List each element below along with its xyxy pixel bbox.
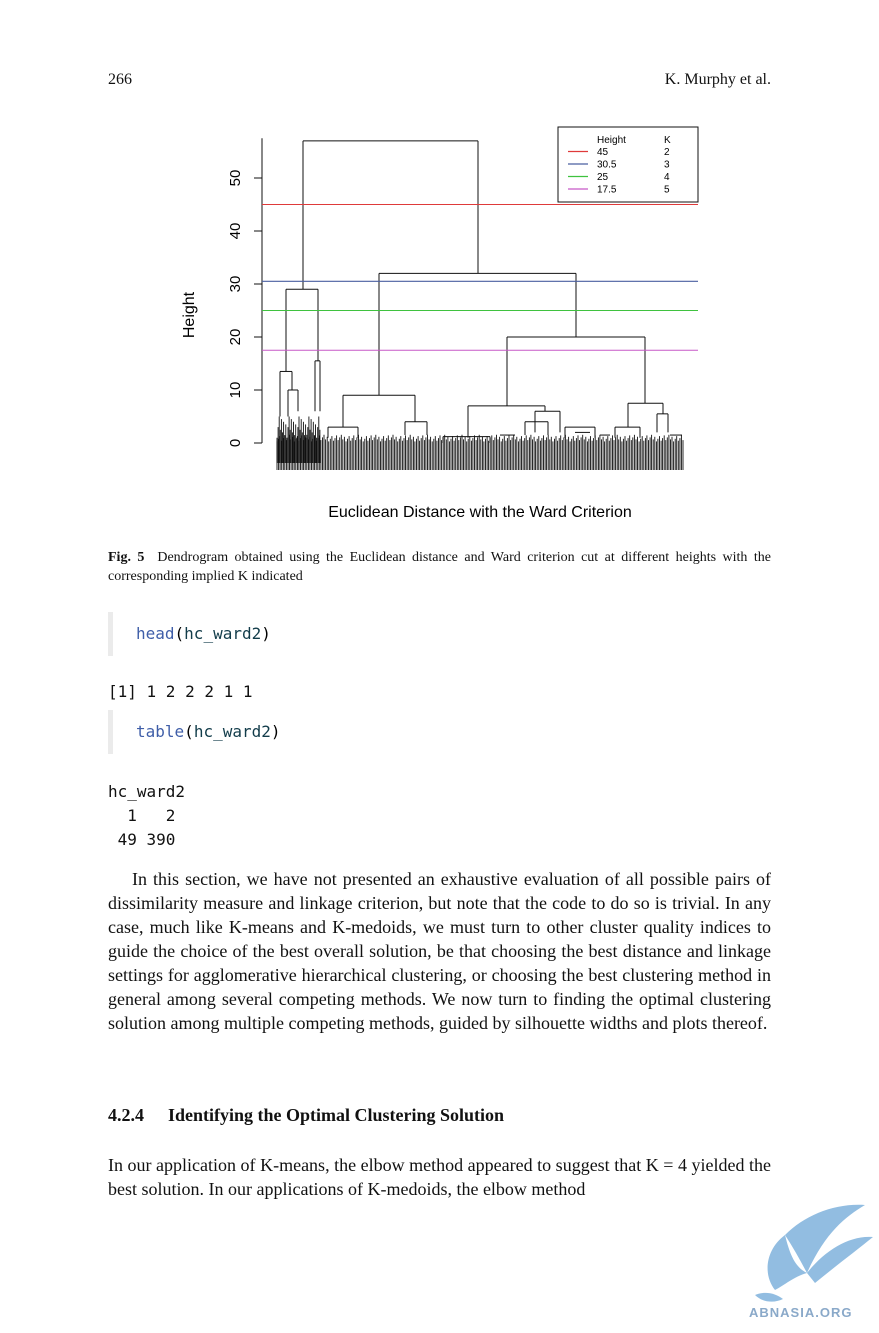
- code-function: head: [136, 624, 175, 643]
- page-number: 266: [108, 71, 132, 88]
- y-axis: 0 10 20 30 40 50: [227, 138, 263, 447]
- code-argument: hc_ward2: [193, 722, 271, 741]
- legend-k-value: 4: [664, 172, 670, 183]
- figure-caption-text: Dendrogram obtained using the Euclidean …: [108, 550, 771, 584]
- output-head: [1] 1 2 2 2 1 1: [108, 682, 253, 701]
- code-block-head: head(hc_ward2): [108, 612, 408, 656]
- section-number: 4.2.4: [108, 1105, 144, 1125]
- legend-k-value: 2: [664, 147, 670, 158]
- watermark-logo: ABNASIA.ORG: [745, 1195, 877, 1325]
- legend-header-height: Height: [597, 135, 626, 146]
- legend-header-k: K: [664, 135, 671, 146]
- dendrogram-figure: 0 10 20 30 40 50 Height Height K 45 2 30.5 3 25 4 1…: [170, 115, 710, 535]
- body-paragraph-1: In this section, we have not presented a…: [108, 869, 771, 1033]
- legend-k-value: 5: [664, 185, 670, 196]
- legend-height-value: 17.5: [597, 185, 617, 196]
- y-tick-label: 30: [227, 276, 244, 293]
- watermark-text: ABNASIA.ORG: [749, 1305, 852, 1320]
- y-tick-label: 40: [227, 223, 244, 240]
- section-heading: 4.2.4 Identifying the Optimal Clustering …: [108, 1105, 504, 1126]
- body-paragraph-2: In our application of K-means, the elbow…: [108, 1155, 771, 1199]
- code-block-table: table(hc_ward2): [108, 710, 408, 754]
- legend-height-value: 25: [597, 172, 609, 183]
- code-argument: hc_ward2: [184, 624, 262, 643]
- output-table-levels: 1 2: [108, 806, 176, 825]
- y-tick-label: 10: [227, 382, 244, 399]
- figure-label: Fig. 5: [108, 550, 145, 565]
- y-tick-label: 20: [227, 329, 244, 346]
- y-tick-label: 50: [227, 170, 244, 187]
- cut-lines: [262, 203, 698, 351]
- running-header-author: K. Murphy et al.: [664, 71, 771, 88]
- dendrogram-leaves: [276, 416, 684, 470]
- y-axis-label: Height: [181, 291, 198, 338]
- legend-height-value: 45: [597, 147, 609, 158]
- code-function: table: [136, 722, 185, 741]
- dendrogram-chart: 0 10 20 30 40 50 Height Height K 45 2 30.5 3 25 4 1…: [181, 126, 699, 521]
- output-table-name: hc_ward2: [108, 782, 186, 801]
- chart-title: Euclidean Distance with the Ward Criteri…: [328, 504, 632, 521]
- legend-k-value: 3: [664, 160, 670, 171]
- output-table-counts: 49 390: [108, 830, 176, 849]
- dendrogram-tree: [279, 140, 682, 443]
- chart-legend: Height K 45 2 30.5 3 25 4 17.5 5: [557, 126, 699, 203]
- legend-height-value: 30.5: [597, 160, 617, 171]
- y-tick-label: 0: [227, 439, 244, 447]
- figure-caption: Fig. 5 Dendrogram obtained using the Euc…: [108, 548, 771, 586]
- section-title: Identifying the Optimal Clustering Solut…: [168, 1105, 505, 1125]
